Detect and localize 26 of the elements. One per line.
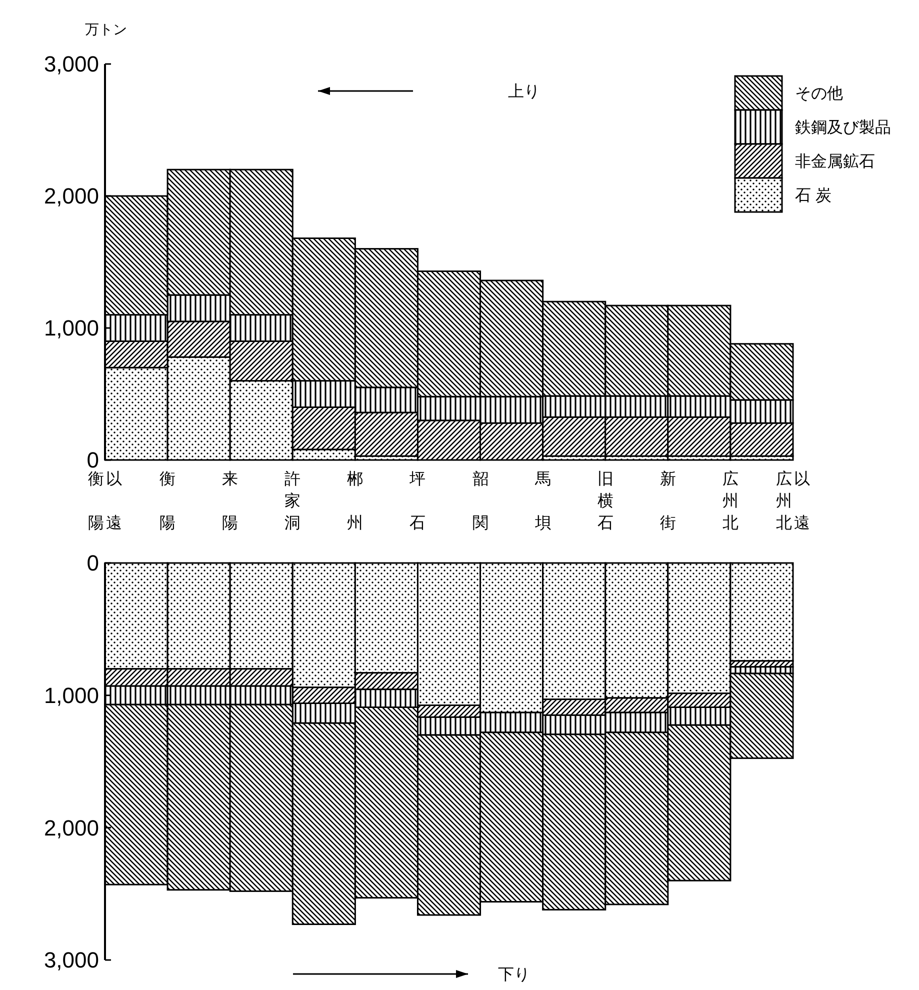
y-axis-title: 万トン xyxy=(85,21,127,37)
y-tick-label: 2,000 xyxy=(44,815,99,840)
category-label: 広州北以遠 xyxy=(776,471,810,532)
y-tick-label: 3,000 xyxy=(44,948,99,973)
x-tick-label: 許家洞 xyxy=(284,470,301,532)
y-tick-label: 0 xyxy=(86,550,99,576)
category-label: 衡陽 xyxy=(160,471,176,532)
legend-label: 石 炭 xyxy=(795,186,832,205)
category-label: 韶関 xyxy=(472,471,488,532)
category-label: 衡陽以遠 xyxy=(88,471,122,532)
category-label: 来陽 xyxy=(222,471,238,532)
y-tick-label: 3,000 xyxy=(44,52,99,77)
x-tick-label: 旧横石 xyxy=(597,470,614,532)
annotation: 上り xyxy=(508,82,540,101)
legend-label: 鉄鋼及び製品 xyxy=(795,118,891,137)
category-label: 新街 xyxy=(660,471,676,532)
y-tick-label: 1,000 xyxy=(44,316,99,341)
legend-label: 非金属鉱石 xyxy=(795,152,875,171)
y-tick-label: 2,000 xyxy=(44,184,99,209)
category-label: 坪石 xyxy=(410,471,426,532)
legend-label: その他 xyxy=(795,86,843,103)
category-label: 馬垻 xyxy=(534,471,551,532)
y-tick-label: 1,000 xyxy=(44,683,99,708)
category-label: 郴州 xyxy=(347,471,364,532)
text: 下り xyxy=(498,966,530,984)
x-tick-label: 広州北 xyxy=(722,470,738,532)
